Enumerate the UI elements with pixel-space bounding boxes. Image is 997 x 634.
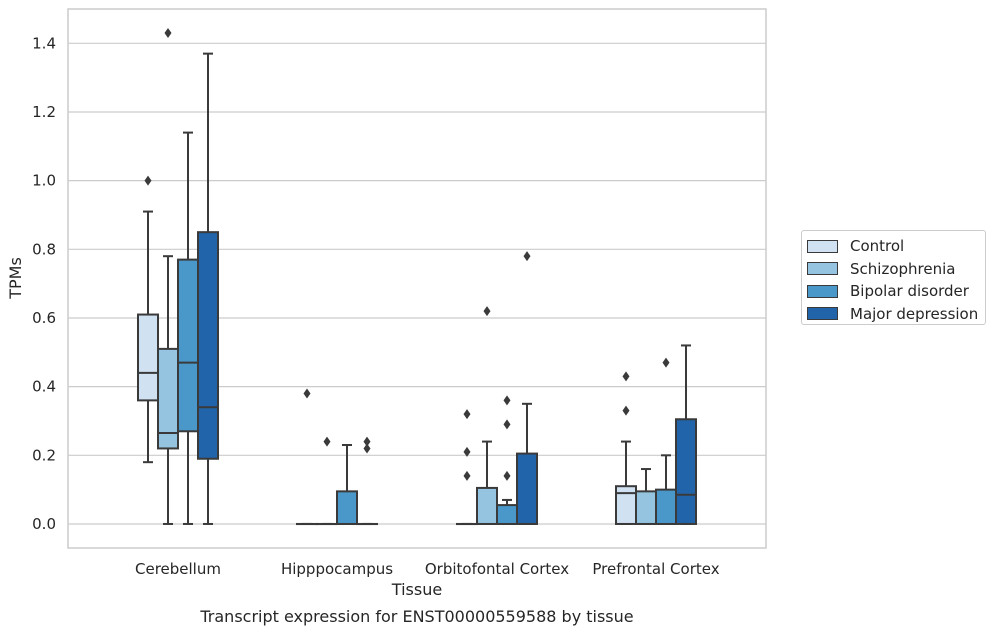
- x-tick-label: Cerebellum: [135, 560, 221, 578]
- y-tick-label: 0.6: [32, 309, 56, 327]
- outlier-point: [463, 470, 471, 481]
- box: [615, 485, 637, 525]
- x-axis-label: Tissue: [391, 580, 442, 599]
- boxes: [137, 28, 697, 526]
- legend-swatch: [807, 307, 838, 321]
- outlier-point: [483, 306, 491, 317]
- legend: Control Schizophrenia Bipolar disorder M…: [801, 230, 986, 325]
- legend-label: Major depression: [850, 304, 979, 323]
- box-group: [137, 175, 159, 464]
- box: [675, 418, 697, 525]
- outlier-point: [503, 419, 511, 430]
- y-axis-label: TPMs: [6, 257, 25, 300]
- y-tick-label: 0.4: [32, 378, 56, 396]
- box-group: [496, 395, 518, 525]
- outlier-point: [463, 409, 471, 420]
- outlier-point: [303, 388, 311, 399]
- box-group: [516, 251, 538, 525]
- y-tick-label: 1.2: [32, 103, 56, 121]
- box-group: [157, 28, 179, 525]
- box: [336, 490, 358, 525]
- box: [496, 504, 518, 525]
- outlier-point: [323, 436, 331, 447]
- grid-lines: [68, 42, 766, 525]
- box-group: [316, 436, 338, 526]
- box-group: [356, 436, 378, 526]
- x-tick-labels: Cerebellum Hipppocampus Orbitofontal Corte…: [135, 560, 720, 578]
- outlier-point: [662, 357, 670, 368]
- box-group: [197, 52, 219, 525]
- legend-swatch: [807, 262, 838, 276]
- outlier-point: [622, 371, 630, 382]
- box-group: [296, 388, 318, 526]
- box: [137, 313, 159, 402]
- box: [177, 258, 199, 433]
- y-tick-label: 1.0: [32, 172, 56, 190]
- legend-item: Major depression: [807, 303, 985, 326]
- x-tick-label: Prefrontal Cortex: [592, 560, 719, 578]
- legend-item: Control: [807, 235, 985, 258]
- outlier-point: [164, 28, 172, 39]
- outlier-point: [144, 175, 152, 186]
- legend-item: Schizophrenia: [807, 258, 985, 281]
- box: [655, 488, 677, 525]
- box-group: [615, 371, 637, 525]
- legend-item: Bipolar disorder: [807, 280, 985, 303]
- legend-label: Control: [850, 237, 905, 256]
- legend-swatch: [807, 239, 838, 253]
- y-tick-label: 1.4: [32, 34, 56, 52]
- outlier-point: [503, 395, 511, 406]
- y-tick-labels: 0.0 0.2 0.4 0.6 0.8 1.0 1.2 1.4: [32, 34, 56, 533]
- chart-title: Transcript expression for ENST0000055958…: [199, 607, 633, 626]
- box-group: [336, 444, 358, 525]
- plot-area-frame: [67, 8, 767, 549]
- outlier-point: [363, 443, 371, 454]
- box: [516, 452, 538, 525]
- box-group: [675, 344, 697, 525]
- box-group: [655, 357, 677, 525]
- box-group: [476, 306, 498, 525]
- outlier-point: [622, 405, 630, 416]
- outlier-point: [463, 446, 471, 457]
- legend-label: Bipolar disorder: [850, 282, 969, 301]
- outlier-point: [503, 470, 511, 481]
- y-tick-label: 0.0: [32, 515, 56, 533]
- y-tick-label: 0.8: [32, 240, 56, 258]
- legend-label: Schizophrenia: [850, 259, 956, 278]
- box: [476, 486, 498, 525]
- box: [197, 231, 219, 460]
- box-group: [456, 409, 478, 526]
- box-group: [177, 131, 199, 525]
- y-tick-label: 0.2: [32, 446, 56, 464]
- outlier-point: [523, 251, 531, 262]
- box-group: [635, 468, 657, 525]
- outlier-point: [363, 436, 371, 447]
- box: [635, 490, 657, 525]
- x-tick-label: Orbitofontal Cortex: [425, 560, 569, 578]
- legend-swatch: [807, 284, 838, 298]
- x-tick-label: Hipppocampus: [281, 560, 393, 578]
